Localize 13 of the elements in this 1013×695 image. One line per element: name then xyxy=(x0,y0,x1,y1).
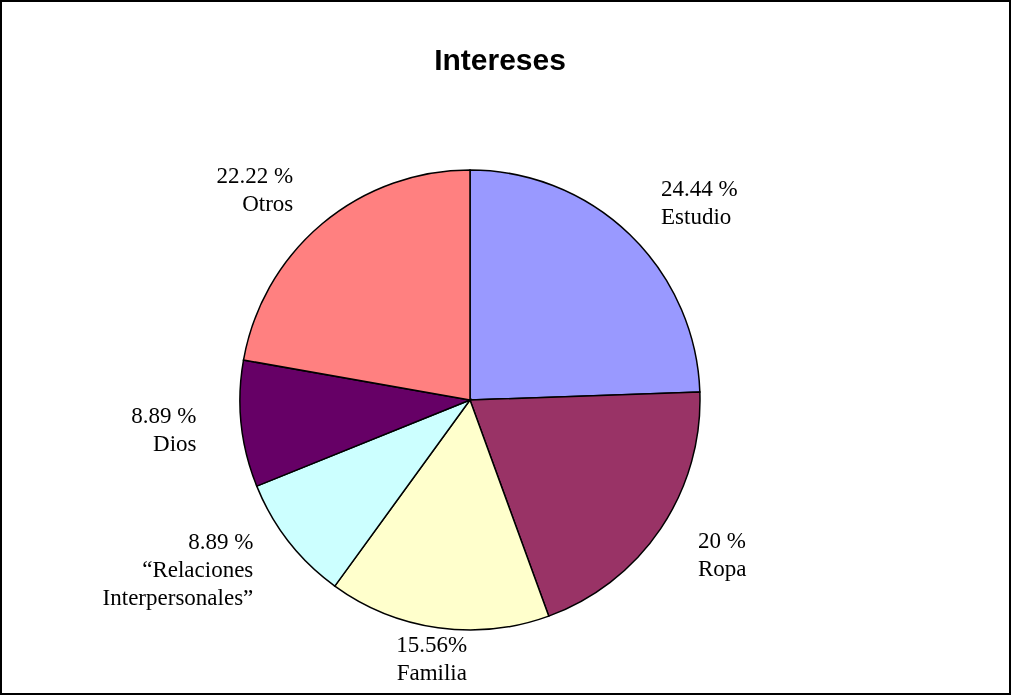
data-label: 24.44 % xyxy=(661,176,738,202)
data-label: 22.22 % xyxy=(216,163,294,189)
slice-label: Estudio xyxy=(661,204,732,230)
data-label: 8.89 % xyxy=(188,529,254,555)
chart-title: Intereses xyxy=(434,43,566,76)
data-label: 15.56% xyxy=(396,631,468,657)
slice-label: Familia xyxy=(396,659,467,685)
data-label: 20 % xyxy=(698,527,746,553)
slice-label: Dios xyxy=(153,430,197,456)
data-label: 8.89 % xyxy=(131,402,197,428)
slice-label: “Relaciones Interpersonales” xyxy=(102,557,254,611)
slice-label: Otros xyxy=(242,191,294,217)
slice-label: Ropa xyxy=(698,555,747,581)
